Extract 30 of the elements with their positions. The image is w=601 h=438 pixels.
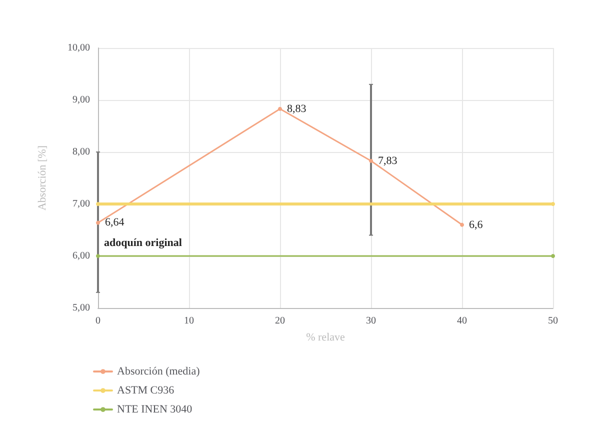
data-label: 6,6 [469, 218, 484, 231]
legend-label: Absorción (media) [117, 366, 200, 378]
legend-label: NTE INEN 3040 [117, 404, 193, 416]
point [551, 254, 555, 258]
y-tick-label: 7,00 [72, 198, 90, 210]
point [369, 158, 373, 163]
point [96, 220, 100, 225]
x-tick-label: 40 [457, 316, 467, 326]
x-tick-label: 50 [548, 316, 558, 326]
point [96, 254, 100, 258]
data-label: 7,83 [378, 154, 398, 167]
y-axis-title: Absorción [%] [36, 145, 48, 211]
legend-label: ASTM C936 [117, 384, 175, 396]
y-tick-label: 8,00 [72, 146, 90, 158]
data-label: 8,83 [287, 102, 307, 115]
y-tick-label: 10,00 [68, 42, 90, 54]
point [278, 106, 282, 111]
y-tick-label: 5,00 [72, 302, 90, 314]
y-tick-label: 6,00 [72, 250, 90, 262]
x-tick-label: 20 [275, 316, 285, 326]
point [460, 222, 464, 227]
point [96, 202, 100, 206]
x-tick-label: 0 [96, 316, 100, 326]
annotation: adoquín original [104, 237, 182, 249]
x-axis-title: % relave [306, 332, 346, 344]
data-label: 6,64 [105, 216, 125, 229]
point [551, 202, 555, 206]
x-tick-label: 30 [366, 316, 376, 326]
x-tick-label: 10 [184, 316, 194, 326]
y-tick-label: 9,00 [72, 94, 90, 106]
